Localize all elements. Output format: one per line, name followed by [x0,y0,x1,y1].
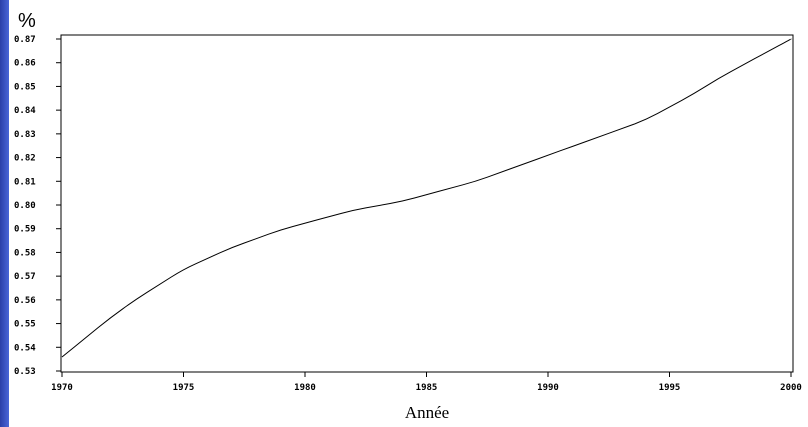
y-tick-label: 0.82 [14,154,36,164]
y-tick-label: 0.59 [14,225,36,235]
x-tick-label: 1975 [173,383,195,393]
y-unit-label: % [18,10,36,32]
y-tick-label: 0.85 [14,82,36,92]
y-tick-label: 0.53 [14,367,36,377]
plot-frame [60,34,794,373]
y-tick-label: 0.56 [14,296,36,306]
x-tick-label: 2000 [780,383,802,393]
y-tick-label: 0.83 [14,130,36,140]
x-tick-label: 1995 [659,383,681,393]
x-tick-label: 1980 [294,383,316,393]
x-tick-label: 1990 [537,383,559,393]
y-tick-label: 0.58 [14,248,36,258]
y-tick-label: 0.55 [14,320,36,330]
series-line [61,38,792,358]
y-axis: 0.53 0.54 0.55 0.56 0.57 0.58 0.59 0.80 0.81 0.82… [14,35,61,377]
left-edge-bar [0,0,9,427]
y-tick-label: 0.81 [14,177,36,187]
x-axis: 1970 1975 1980 1985 1990 1995 2000 [51,372,802,393]
x-tick-label: 1985 [416,383,438,393]
y-tick-label: 0.86 [14,59,36,69]
y-tick-label: 0.87 [14,35,36,45]
y-tick-label: 0.57 [14,272,36,282]
x-tick-label: 1970 [51,383,73,393]
y-tick-label: 0.54 [14,343,36,353]
x-axis-title: Année [405,403,449,422]
y-tick-label: 0.80 [14,201,36,211]
y-tick-label: 0.84 [14,106,36,116]
